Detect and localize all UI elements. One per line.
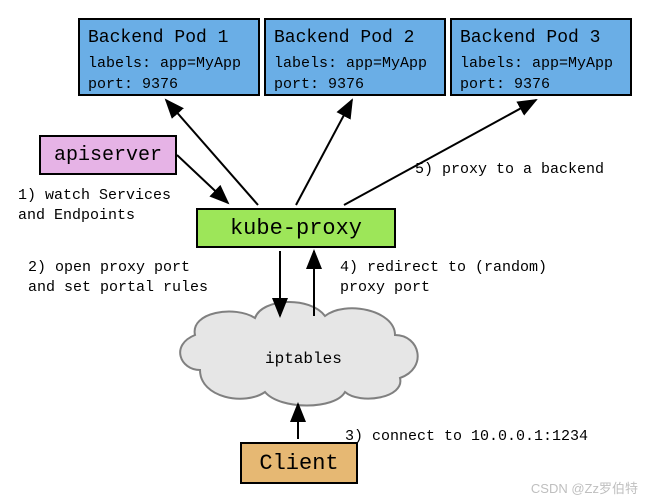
pod3-title: Backend Pod 3 [460,26,622,50]
backend-pod-1: Backend Pod 1 labels: app=MyApp port: 93… [78,18,260,96]
iptables-label: iptables [265,350,342,368]
arrow-proxy-to-pod3 [344,100,536,205]
arrow-proxy-to-pod1 [166,100,258,205]
iptables-cloud [180,302,417,406]
backend-pod-2: Backend Pod 2 labels: app=MyApp port: 93… [264,18,446,96]
step5-label: 5) proxy to a backend [415,160,604,180]
pod2-port: port: 9376 [274,75,436,95]
watermark: CSDN @Zz罗伯特 [531,478,638,497]
kube-proxy-node: kube-proxy [196,208,396,248]
pod2-labels: labels: app=MyApp [274,54,436,74]
backend-pod-3: Backend Pod 3 labels: app=MyApp port: 93… [450,18,632,96]
arrow-proxy-to-pod2 [296,100,352,205]
kubeproxy-label: kube-proxy [230,216,362,241]
step3-label: 3) connect to 10.0.0.1:1234 [345,427,588,447]
pod3-labels: labels: app=MyApp [460,54,622,74]
step1-label: 1) watch Services and Endpoints [18,186,171,227]
client-label: Client [259,451,338,476]
pod1-title: Backend Pod 1 [88,26,250,50]
pod2-title: Backend Pod 2 [274,26,436,50]
apiserver-label: apiserver [54,144,162,167]
step2-label: 2) open proxy port and set portal rules [28,258,208,299]
apiserver-node: apiserver [39,135,177,175]
client-node: Client [240,442,358,484]
pod1-labels: labels: app=MyApp [88,54,250,74]
pod3-port: port: 9376 [460,75,622,95]
pod1-port: port: 9376 [88,75,250,95]
arrow-apiserver-to-proxy [177,155,228,203]
step4-label: 4) redirect to (random) proxy port [340,258,547,299]
